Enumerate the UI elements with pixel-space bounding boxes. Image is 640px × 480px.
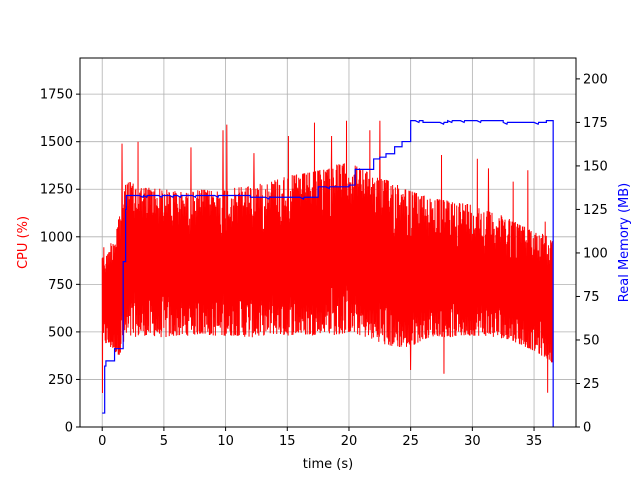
y-axis-title: CPU (%) [16, 216, 31, 269]
y-axis-right: 0 25 50 75 100 125 150 175 200 [576, 72, 608, 436]
y-tick-label: 750 [48, 278, 73, 293]
y2-tick-label: 200 [583, 72, 608, 87]
cpu-line [101, 120, 554, 394]
memory-line [102, 119, 554, 427]
x-tick-label: 10 [217, 434, 234, 449]
y2-tick-label: 150 [583, 159, 608, 174]
cpu-series [101, 120, 554, 394]
x-tick-label: 0 [98, 434, 106, 449]
y2-axis-title: Real Memory (MB) [617, 183, 632, 302]
y-tick-label: 500 [48, 325, 73, 340]
y2-tick-label: 0 [583, 421, 591, 436]
x-axis: 0 5 10 15 20 25 30 35 [98, 427, 542, 449]
plot-frame [79, 57, 577, 428]
y-tick-label: 1250 [40, 183, 73, 198]
y-tick-label: 1000 [40, 230, 73, 245]
y-tick-label: 0 [65, 421, 73, 436]
x-tick-label: 25 [402, 434, 419, 449]
x-axis-title: time (s) [303, 457, 353, 472]
y2-tick-label: 100 [583, 246, 608, 261]
x-tick-label: 5 [160, 434, 168, 449]
y2-tick-label: 25 [583, 377, 600, 392]
y2-tick-label: 75 [583, 290, 600, 305]
y2-tick-label: 125 [583, 203, 608, 218]
y-tick-label: 1500 [40, 135, 73, 150]
memory-series [102, 119, 554, 427]
y2-tick-label: 50 [583, 333, 600, 348]
x-tick-label: 15 [279, 434, 296, 449]
y-tick-label: 250 [48, 373, 73, 388]
y-tick-label: 1750 [40, 88, 73, 103]
x-tick-label: 35 [526, 434, 543, 449]
x-tick-label: 30 [464, 434, 481, 449]
x-tick-label: 20 [341, 434, 358, 449]
y2-tick-label: 175 [583, 116, 608, 131]
y-axis-left: 0 250 500 750 1000 1250 1500 1750 [40, 88, 80, 436]
